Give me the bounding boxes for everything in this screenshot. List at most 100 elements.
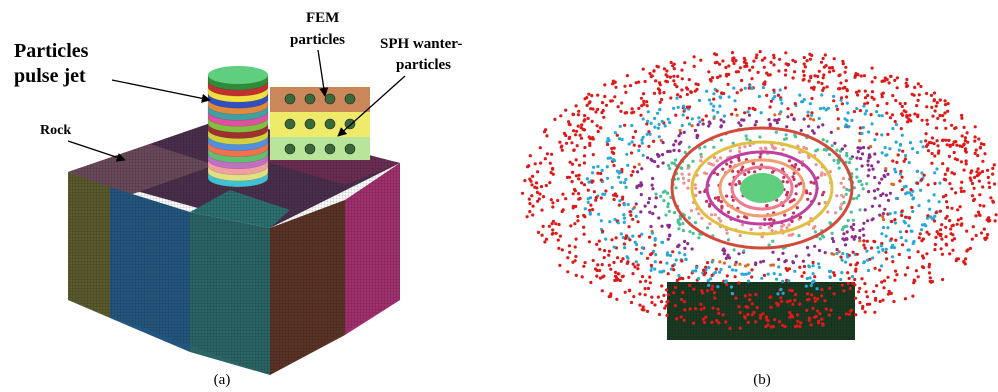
particle xyxy=(705,90,708,93)
particle xyxy=(838,167,841,170)
particle xyxy=(820,93,823,96)
particle xyxy=(788,311,791,314)
particle xyxy=(601,230,604,233)
particle xyxy=(574,245,577,248)
particle xyxy=(845,193,848,196)
particle xyxy=(598,240,601,243)
particle xyxy=(777,265,780,268)
particle xyxy=(829,309,832,312)
particle xyxy=(910,206,913,209)
particle xyxy=(573,188,576,191)
particle xyxy=(845,88,848,91)
particle xyxy=(638,292,641,295)
particle xyxy=(614,86,617,89)
particle xyxy=(857,290,860,293)
particle xyxy=(577,110,580,113)
particle xyxy=(794,102,797,105)
particle xyxy=(835,194,838,197)
particle xyxy=(941,278,944,281)
particle xyxy=(633,265,636,268)
particle xyxy=(776,292,779,295)
particle xyxy=(870,122,873,125)
particle xyxy=(732,87,735,90)
particle xyxy=(700,217,703,220)
particle xyxy=(626,164,629,167)
particle xyxy=(833,292,836,295)
particle xyxy=(908,256,911,259)
particle xyxy=(679,129,682,132)
particle xyxy=(919,85,922,88)
particle xyxy=(873,138,876,141)
particle xyxy=(713,297,716,300)
particle xyxy=(855,107,858,110)
particle xyxy=(761,59,764,62)
particle xyxy=(667,300,670,303)
particle xyxy=(628,142,631,145)
particle xyxy=(763,80,766,83)
particle xyxy=(667,164,670,167)
particle xyxy=(672,268,675,271)
particle xyxy=(561,193,564,196)
particle xyxy=(766,323,769,326)
particle xyxy=(786,107,789,110)
particle xyxy=(842,186,845,189)
particle xyxy=(694,221,697,224)
particle xyxy=(812,264,815,267)
particle xyxy=(640,167,643,170)
particle xyxy=(912,242,915,245)
particle xyxy=(880,133,883,136)
particle xyxy=(850,119,853,122)
particle xyxy=(823,299,826,302)
particle xyxy=(907,118,910,121)
particle xyxy=(773,318,776,321)
particle xyxy=(927,199,930,202)
particle xyxy=(901,105,904,108)
particle xyxy=(582,226,585,229)
particle xyxy=(856,253,859,256)
particle xyxy=(898,253,901,256)
particle xyxy=(538,192,541,195)
particle xyxy=(831,232,834,235)
particle xyxy=(925,105,928,108)
particle xyxy=(931,152,934,155)
particle xyxy=(587,117,590,120)
particle xyxy=(763,57,766,60)
particle xyxy=(867,159,870,162)
particle xyxy=(650,264,653,267)
particle xyxy=(842,232,845,235)
particle xyxy=(772,325,775,328)
particle xyxy=(661,120,664,123)
particle xyxy=(813,297,816,300)
particle xyxy=(870,164,873,167)
particle xyxy=(884,167,887,170)
particle xyxy=(855,176,858,179)
particle xyxy=(592,153,595,156)
particle xyxy=(944,217,947,220)
particle xyxy=(829,66,832,69)
particle xyxy=(938,182,941,185)
particle xyxy=(677,274,680,277)
particle xyxy=(633,206,636,209)
particle xyxy=(778,320,781,323)
particle xyxy=(832,159,835,162)
particle xyxy=(854,313,857,316)
particle xyxy=(964,257,967,260)
particle xyxy=(729,149,732,152)
particle xyxy=(717,321,720,324)
particle xyxy=(852,223,855,226)
particle xyxy=(762,86,765,89)
particle xyxy=(744,305,747,308)
particle xyxy=(595,196,598,199)
particle xyxy=(865,109,868,112)
particle xyxy=(881,215,884,218)
particle xyxy=(785,125,788,128)
particle xyxy=(683,308,686,311)
particle xyxy=(703,306,706,309)
particle xyxy=(855,168,858,171)
particle xyxy=(960,181,963,184)
particle xyxy=(623,124,626,127)
particle xyxy=(665,69,668,72)
particle xyxy=(587,189,590,192)
particle xyxy=(878,269,881,272)
particle xyxy=(633,144,636,147)
